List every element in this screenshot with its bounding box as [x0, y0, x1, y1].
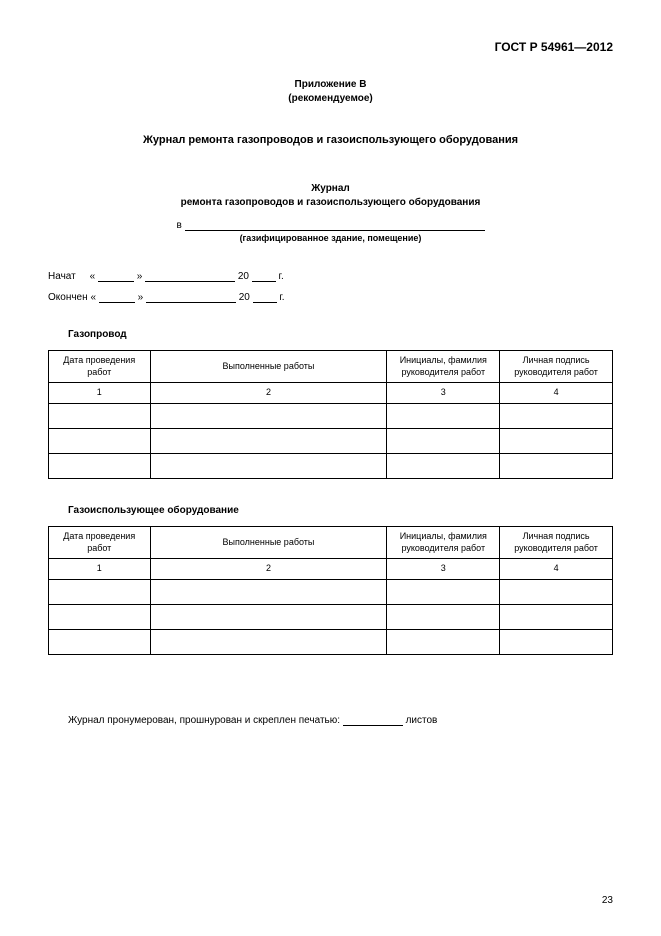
col-num-3: 3 — [387, 383, 500, 404]
col-header-1b: Дата проведения работ — [49, 527, 151, 559]
col-num-1: 1 — [49, 383, 151, 404]
table-row — [49, 454, 613, 479]
journal-title-block: Журнал ремонта газопроводов и газоисполь… — [48, 182, 613, 210]
location-line: в — [48, 220, 613, 231]
journal-title-line2: ремонта газопроводов и газоиспользующего… — [48, 196, 613, 210]
header-code: ГОСТ Р 54961—2012 — [48, 40, 613, 54]
col-header-3b: Инициалы, фамилия руководителя работ — [387, 527, 500, 559]
location-caption: (газифицированное здание, помещение) — [48, 233, 613, 243]
month-blank2 — [146, 302, 236, 303]
table-equipment: Дата проведения работ Выполненные работы… — [48, 526, 613, 655]
in-label: в — [176, 220, 181, 231]
col-header-4b: Личная подпись руководителя работ — [500, 527, 613, 559]
finished-label: Окончен — [48, 292, 88, 303]
appendix-line1: Приложение В — [48, 78, 613, 92]
section1-title: Газопровод — [68, 329, 613, 340]
table-number-row: 1 2 3 4 — [49, 383, 613, 404]
col-num-4: 4 — [500, 383, 613, 404]
col-num-2b: 2 — [150, 559, 387, 580]
month-blank — [145, 281, 235, 282]
appendix-line2: (рекомендуемое) — [48, 92, 613, 106]
footer-prefix: Журнал пронумерован, прошнурован и скреп… — [68, 715, 340, 726]
table-row — [49, 605, 613, 630]
col-header-3: Инициалы, фамилия руководителя работ — [387, 351, 500, 383]
location-blank — [185, 230, 485, 231]
year-prefix: 20 — [238, 271, 249, 282]
year-prefix2: 20 — [239, 292, 250, 303]
started-label: Начат — [48, 271, 76, 282]
col-num-4b: 4 — [500, 559, 613, 580]
col-header-2b: Выполненные работы — [150, 527, 387, 559]
table-number-row: 1 2 3 4 — [49, 559, 613, 580]
col-num-1b: 1 — [49, 559, 151, 580]
page: ГОСТ Р 54961—2012 Приложение В (рекоменд… — [0, 0, 661, 936]
main-title: Журнал ремонта газопроводов и газоисполь… — [48, 134, 613, 146]
footer-note: Журнал пронумерован, прошнурован и скреп… — [68, 715, 613, 726]
col-num-2: 2 — [150, 383, 387, 404]
quote-open2: « — [90, 292, 96, 303]
col-num-3b: 3 — [387, 559, 500, 580]
table-row — [49, 404, 613, 429]
year-blank — [252, 281, 276, 282]
table-row — [49, 580, 613, 605]
day-blank2 — [99, 302, 135, 303]
quote-close: » — [137, 271, 143, 282]
sheets-blank — [343, 725, 403, 726]
year-suffix: г. — [279, 271, 284, 282]
footer-suffix: листов — [406, 715, 438, 726]
quote-close2: » — [138, 292, 144, 303]
journal-title-line1: Журнал — [48, 182, 613, 196]
day-blank — [98, 281, 134, 282]
date-finished: Окончен « » 20 г. — [48, 292, 613, 303]
table-gazoprovod: Дата проведения работ Выполненные работы… — [48, 350, 613, 479]
col-header-4: Личная подпись руководителя работ — [500, 351, 613, 383]
page-number: 23 — [602, 895, 613, 906]
table-header-row: Дата проведения работ Выполненные работы… — [49, 351, 613, 383]
date-started: Начат « » 20 г. — [48, 271, 613, 282]
col-header-1: Дата проведения работ — [49, 351, 151, 383]
year-blank2 — [253, 302, 277, 303]
quote-open: « — [90, 271, 96, 282]
appendix-block: Приложение В (рекомендуемое) — [48, 78, 613, 106]
table-row — [49, 630, 613, 655]
year-suffix2: г. — [279, 292, 284, 303]
col-header-2: Выполненные работы — [150, 351, 387, 383]
section2-title: Газоиспользующее оборудование — [68, 505, 613, 516]
table-row — [49, 429, 613, 454]
table-header-row: Дата проведения работ Выполненные работы… — [49, 527, 613, 559]
